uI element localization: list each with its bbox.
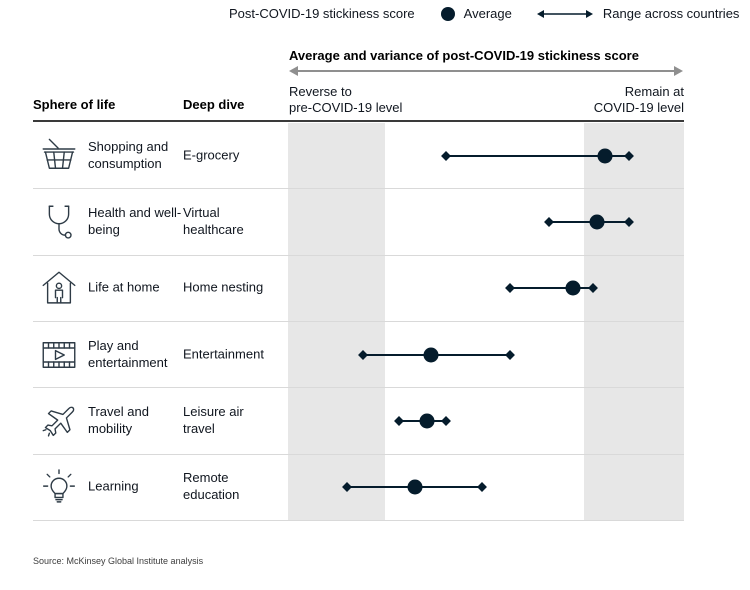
lightbulb-icon	[35, 463, 83, 511]
deep-dive-label: Entertainment	[183, 346, 264, 362]
dumbbell-plot	[288, 256, 684, 321]
deep-dive-label: Remote education	[183, 470, 240, 503]
sphere-label: Play and entertainment	[88, 337, 168, 370]
range-max-marker	[504, 349, 515, 360]
deep-dive-label: Leisure air travel	[183, 404, 244, 436]
average-marker	[589, 214, 605, 230]
range-min-marker	[358, 349, 369, 360]
range-min-marker	[393, 416, 404, 426]
sphere-label: Travel and mobility	[88, 404, 149, 436]
legend-range-label: Range across countries	[602, 6, 740, 21]
legend-average-label: Average	[463, 6, 512, 21]
shopping-basket-icon	[35, 132, 83, 180]
score-bands	[288, 123, 684, 521]
dumbbell-plot	[288, 455, 684, 520]
axis-double-arrow-icon	[289, 66, 683, 76]
average-marker	[423, 347, 439, 363]
source-note: Source: McKinsey Global Institute analys…	[33, 556, 204, 566]
range-max-marker	[477, 482, 487, 493]
table-row: Travel and mobility Leisure air travel	[33, 388, 684, 455]
range-min-marker	[342, 482, 353, 493]
range-min-marker	[544, 217, 555, 227]
dumbbell-plot	[288, 123, 684, 188]
sphere-column-header: Sphere of life	[33, 97, 116, 112]
axis-left-label: Reverse to pre-COVID-19 level	[289, 84, 403, 115]
deep-dive-label: Virtual healthcare	[183, 205, 244, 237]
range-min-marker	[441, 150, 452, 161]
deep-dive-label: E-grocery	[183, 147, 240, 163]
film-play-icon	[35, 331, 83, 379]
house-person-icon	[35, 264, 83, 312]
stethoscope-icon	[35, 198, 83, 246]
airplane-icon	[35, 397, 83, 445]
axis-right-label: Remain at COVID-19 level	[593, 84, 684, 115]
reverse-zone-band	[288, 123, 386, 521]
deep-dive-column-header: Deep dive	[183, 97, 245, 112]
range-max-marker	[587, 283, 598, 294]
table-row: Learning Remote education	[33, 455, 684, 521]
range-line	[509, 287, 593, 290]
sphere-label: Health and well-being	[88, 205, 182, 237]
average-marker	[565, 280, 581, 296]
table-row: Play and entertainment Entertainment	[33, 322, 684, 389]
deep-dive-label: Home nesting	[183, 279, 264, 295]
legend-title: Post-COVID-19 stickiness score	[229, 6, 415, 21]
range-min-marker	[504, 283, 515, 294]
average-marker	[407, 479, 423, 495]
sphere-label: Life at home	[88, 279, 160, 295]
sphere-label: Shopping and consumption	[88, 138, 169, 171]
average-dot-icon	[440, 6, 455, 21]
legend: Post-COVID-19 stickiness score Average R…	[229, 6, 739, 21]
remain-zone-band	[583, 123, 684, 521]
dumbbell-plot	[288, 189, 684, 254]
chart-rows: Shopping and consumption E-grocery Healt…	[33, 123, 684, 521]
average-marker	[597, 148, 613, 164]
dumbbell-plot	[288, 322, 684, 387]
range-line	[549, 220, 629, 223]
range-max-marker	[441, 416, 452, 426]
sphere-label: Learning	[88, 478, 139, 494]
average-marker	[419, 413, 435, 429]
dumbbell-plot	[288, 388, 684, 453]
table-row: Shopping and consumption E-grocery	[33, 123, 684, 190]
range-arrow-icon	[536, 9, 593, 18]
header-divider	[33, 120, 684, 122]
range-max-marker	[623, 150, 634, 161]
range-line	[446, 154, 629, 157]
table-row: Life at home Home nesting	[33, 256, 684, 322]
table-row: Health and well-being Virtual healthcare	[33, 189, 684, 256]
range-max-marker	[623, 217, 634, 227]
chart-title: Average and variance of post-COVID-19 st…	[289, 48, 639, 63]
